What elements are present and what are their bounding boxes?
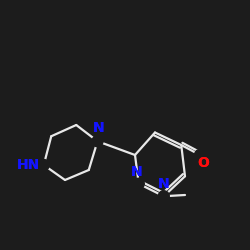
Text: N: N [158, 177, 170, 191]
Circle shape [158, 191, 169, 202]
Text: N: N [131, 165, 142, 179]
Text: HN: HN [17, 158, 40, 172]
Text: N: N [158, 177, 170, 191]
Text: O: O [197, 156, 209, 170]
Text: HN: HN [17, 158, 40, 172]
Text: N: N [131, 165, 142, 179]
Circle shape [194, 150, 205, 160]
Circle shape [133, 178, 144, 189]
Circle shape [92, 136, 103, 147]
Text: N: N [93, 121, 104, 135]
Text: N: N [93, 121, 104, 135]
Circle shape [38, 160, 49, 170]
Text: O: O [197, 156, 209, 170]
